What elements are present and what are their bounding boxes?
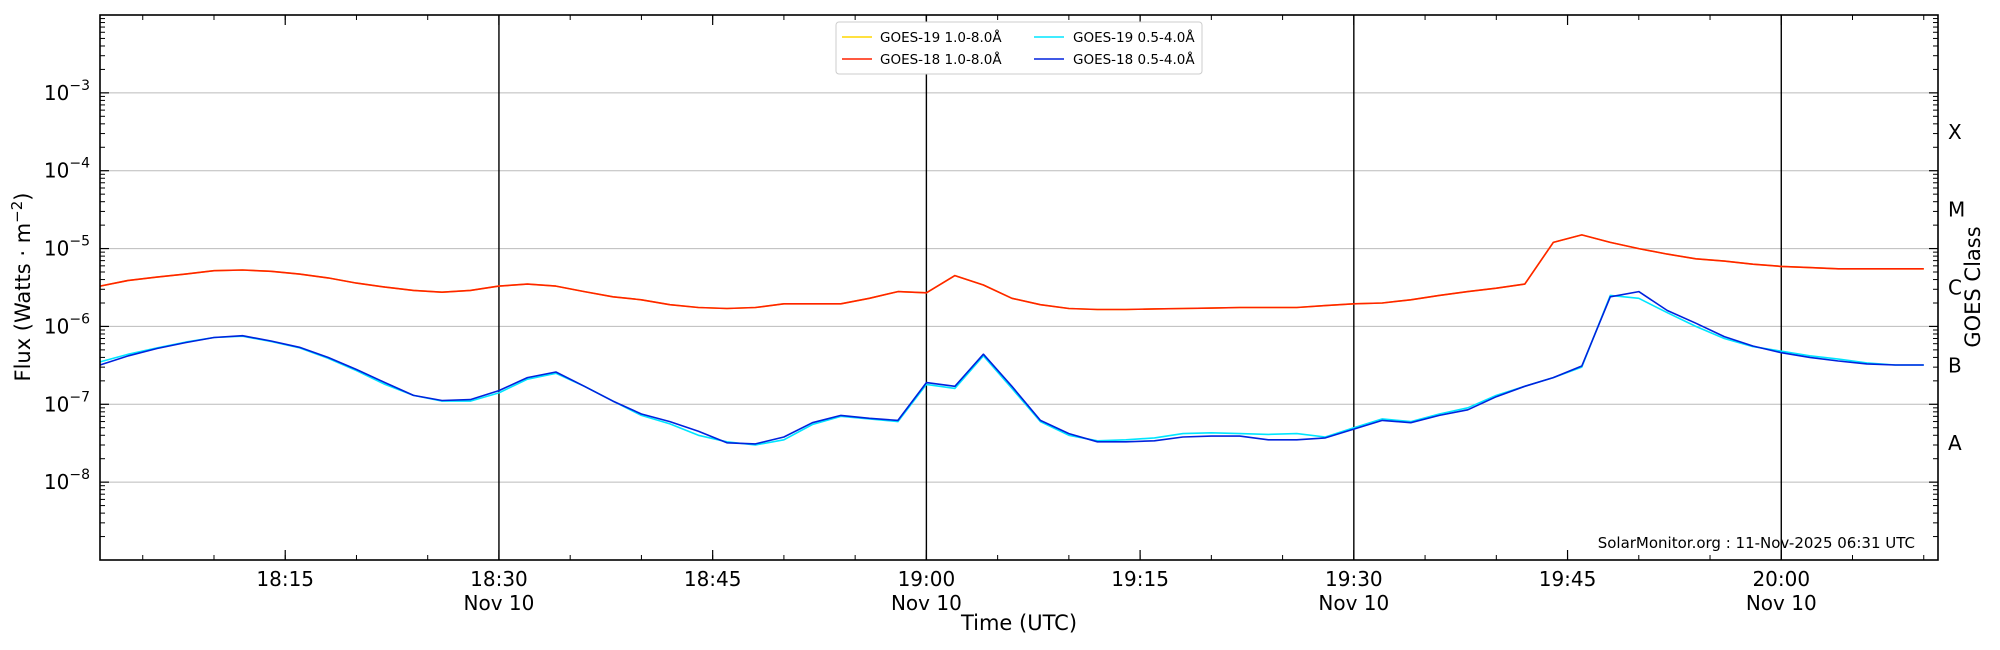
x-tick-label: 18:15 xyxy=(256,567,314,591)
x-axis-title: Time (UTC) xyxy=(960,611,1077,635)
y-tick-label: 10−5 xyxy=(44,234,90,261)
y-tick-label: 10−8 xyxy=(44,467,90,494)
y-tick-label: 10−3 xyxy=(44,78,90,105)
legend: GOES-19 1.0-8.0Å GOES-18 1.0-8.0Å GOES-1… xyxy=(835,21,1203,75)
x-tick-date-label: Nov 10 xyxy=(891,591,962,615)
time-marker-lines xyxy=(498,15,1782,560)
x-tick-label: 19:30 xyxy=(1325,567,1383,591)
x-tick-label: 20:00 xyxy=(1752,567,1810,591)
y-tick-label: 10−7 xyxy=(44,389,90,416)
chart-credit: SolarMonitor.org : 11-Nov-2025 06:31 UTC xyxy=(1598,534,1915,552)
goes18-short-series xyxy=(99,290,1924,445)
goes-class-label: A xyxy=(1948,431,1962,455)
x-tick-label: 19:45 xyxy=(1539,567,1597,591)
x-tick-date-label: Nov 10 xyxy=(464,591,535,615)
x-tick-label: 18:45 xyxy=(684,567,742,591)
y-tick-label: 10−4 xyxy=(44,156,90,183)
legend-label-goes18-short: GOES-18 0.5-4.0Å xyxy=(1073,51,1195,68)
legend-label-goes19-short: GOES-19 0.5-4.0Å xyxy=(1073,29,1195,46)
x-tick-label: 18:30 xyxy=(470,567,528,591)
series-layer xyxy=(99,234,1924,446)
y-axis-title: Flux (Watts · m−2) xyxy=(8,192,35,381)
plot-frame xyxy=(99,14,1939,561)
x-tick-label: 19:15 xyxy=(1111,567,1169,591)
legend-box xyxy=(835,21,1203,75)
goes-class-label: X xyxy=(1948,120,1962,144)
x-tick-date-label: Nov 10 xyxy=(1746,591,1817,615)
legend-label-goes18-long: GOES-18 1.0-8.0Å xyxy=(880,51,1002,68)
legend-label-goes19-long: GOES-19 1.0-8.0Å xyxy=(880,29,1002,46)
goes-class-axis-title: GOES Class xyxy=(1961,226,1985,347)
y-tick-label: 10−6 xyxy=(44,311,90,338)
goes-class-label: B xyxy=(1948,353,1962,377)
goes-class-label: M xyxy=(1948,198,1965,222)
grid-layer xyxy=(100,92,1938,483)
x-tick-label: 19:00 xyxy=(898,567,956,591)
goes18-long-series xyxy=(99,234,1924,311)
goes-class-label: C xyxy=(1948,276,1962,300)
x-tick-date-label: Nov 10 xyxy=(1318,591,1389,615)
